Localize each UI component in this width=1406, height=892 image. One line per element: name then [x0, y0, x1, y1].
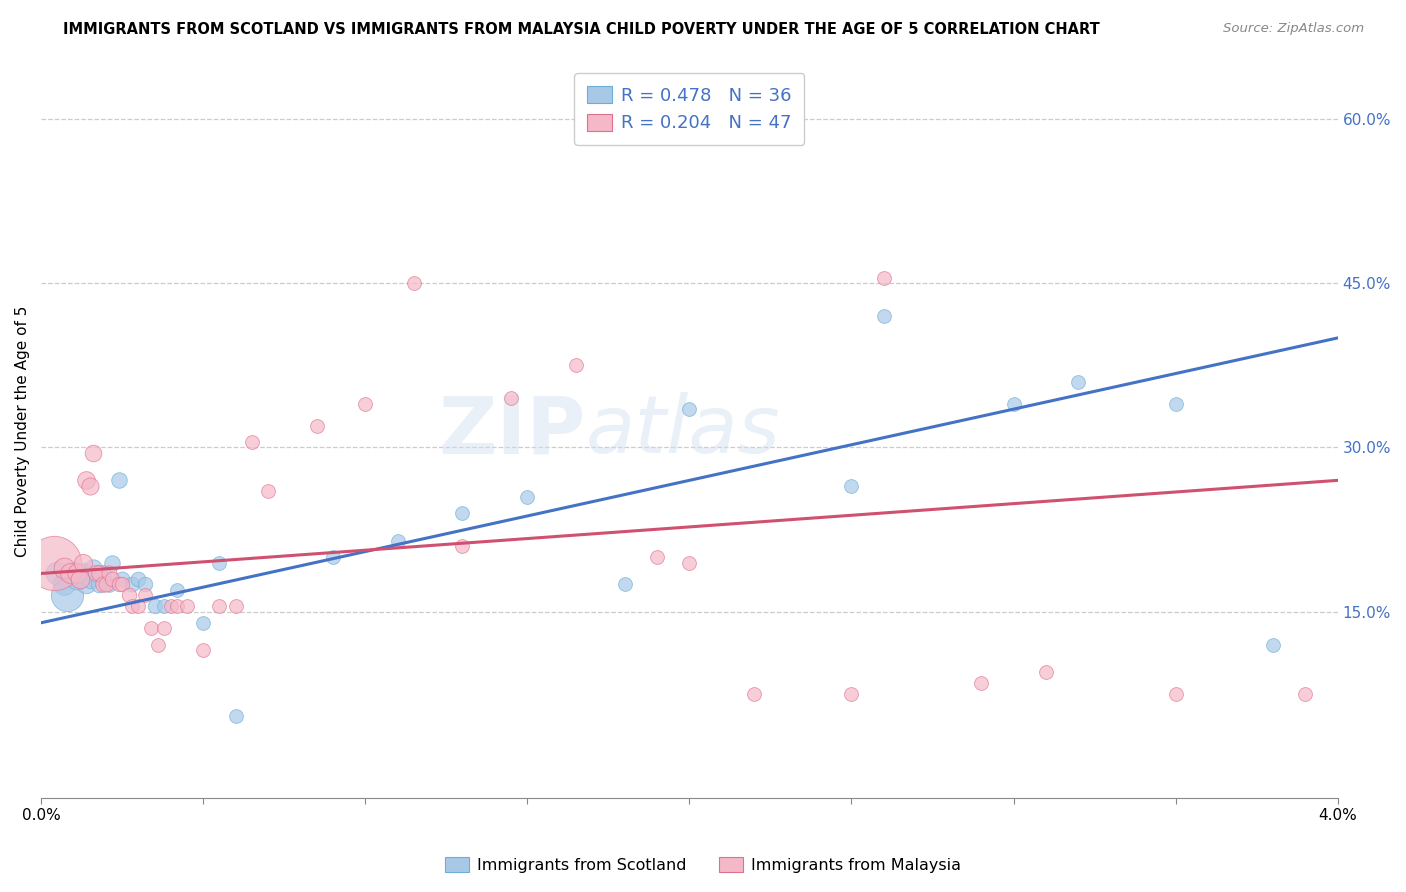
Point [79, 572, 101, 586]
Legend: R = 0.478   N = 36, R = 0.204   N = 47: R = 0.478 N = 36, R = 0.204 N = 47 [574, 73, 804, 145]
Point [52, 577, 75, 591]
Point [387, 533, 409, 548]
Point [645, 549, 668, 564]
Point [98, 566, 121, 581]
Point [143, 599, 166, 614]
Point [127, 599, 149, 614]
Point [42, 556, 65, 570]
Point [82, 446, 104, 460]
Point [565, 359, 588, 373]
Point [208, 556, 231, 570]
Point [1035, 665, 1057, 679]
Y-axis label: Child Poverty Under the Age of 5: Child Poverty Under the Age of 5 [15, 305, 30, 557]
Point [84, 566, 107, 581]
Point [59, 566, 82, 581]
Point [193, 643, 215, 657]
Point [678, 556, 700, 570]
Point [89, 566, 111, 581]
Point [66, 566, 89, 581]
Text: Source: ZipAtlas.com: Source: ZipAtlas.com [1223, 22, 1364, 36]
Point [94, 577, 117, 591]
Point [305, 418, 328, 433]
Point [82, 561, 104, 575]
Point [101, 572, 124, 586]
Point [742, 687, 765, 701]
Text: IMMIGRANTS FROM SCOTLAND VS IMMIGRANTS FROM MALAYSIA CHILD POVERTY UNDER THE AGE: IMMIGRANTS FROM SCOTLAND VS IMMIGRANTS F… [63, 22, 1099, 37]
Point [111, 577, 134, 591]
Point [72, 556, 94, 570]
Point [134, 588, 156, 602]
Point [322, 549, 344, 564]
Point [1261, 638, 1284, 652]
Point [193, 615, 215, 630]
Text: atlas: atlas [586, 392, 780, 470]
Point [76, 577, 98, 591]
Point [153, 599, 176, 614]
Point [76, 474, 98, 488]
Point [121, 577, 143, 591]
Point [873, 309, 896, 323]
Point [111, 572, 134, 586]
Point [613, 577, 636, 591]
Legend: Immigrants from Scotland, Immigrants from Malaysia: Immigrants from Scotland, Immigrants fro… [439, 851, 967, 880]
Point [166, 582, 188, 597]
Point [451, 539, 474, 553]
Point [354, 397, 377, 411]
Point [117, 588, 139, 602]
Point [56, 588, 79, 602]
Point [52, 561, 75, 575]
Point [516, 490, 538, 504]
Point [79, 479, 101, 493]
Point [841, 479, 863, 493]
Point [146, 638, 169, 652]
Point [225, 709, 247, 723]
Point [257, 484, 280, 499]
Point [101, 556, 124, 570]
Point [402, 276, 425, 290]
Point [1294, 687, 1316, 701]
Point [89, 577, 111, 591]
Point [240, 435, 263, 450]
Point [841, 687, 863, 701]
Point [451, 506, 474, 520]
Point [873, 270, 896, 285]
Point [98, 577, 121, 591]
Point [108, 474, 131, 488]
Point [91, 577, 114, 591]
Point [141, 621, 163, 635]
Point [127, 572, 149, 586]
Point [46, 566, 69, 581]
Point [1067, 375, 1090, 389]
Point [166, 599, 188, 614]
Point [678, 402, 700, 417]
Point [72, 566, 94, 581]
Point [176, 599, 198, 614]
Point [121, 599, 143, 614]
Point [208, 599, 231, 614]
Point [66, 572, 89, 586]
Point [159, 599, 181, 614]
Point [501, 391, 523, 405]
Point [153, 621, 176, 635]
Point [970, 676, 993, 690]
Point [1002, 397, 1025, 411]
Point [1164, 397, 1187, 411]
Point [108, 577, 131, 591]
Point [62, 566, 84, 581]
Point [91, 566, 114, 581]
Point [225, 599, 247, 614]
Point [134, 577, 156, 591]
Point [69, 572, 91, 586]
Point [1164, 687, 1187, 701]
Text: ZIP: ZIP [439, 392, 586, 470]
